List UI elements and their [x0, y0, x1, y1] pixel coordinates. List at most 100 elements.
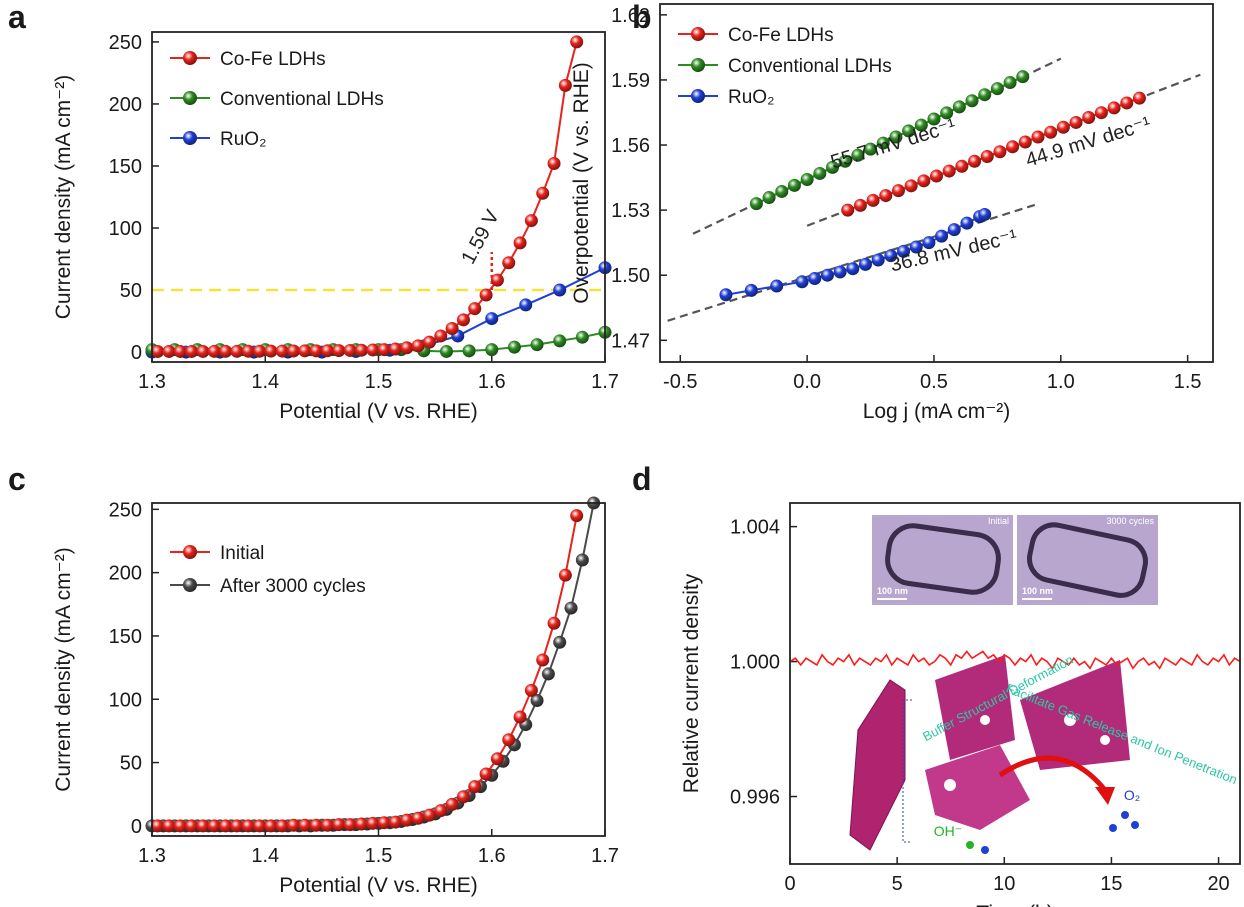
- panel-letter: d: [632, 461, 652, 497]
- data-point: [808, 271, 822, 285]
- data-point: [719, 288, 733, 302]
- data-point: [355, 343, 369, 357]
- data-point: [1016, 70, 1030, 84]
- data-point: [309, 818, 323, 832]
- data-point: [846, 262, 860, 276]
- panel-letter: c: [8, 461, 26, 497]
- annotation: 1.59 V: [457, 206, 504, 268]
- data-point: [456, 790, 470, 804]
- x-tick-label: 1.5: [1174, 371, 1202, 393]
- data-point: [825, 160, 839, 174]
- data-point: [564, 601, 578, 615]
- arrow-head: [1095, 787, 1115, 805]
- data-point: [820, 268, 834, 282]
- data-point: [151, 819, 165, 833]
- data-point: [813, 166, 827, 180]
- data-point: [942, 164, 956, 178]
- x-axis-label: Log j (mA cm⁻²): [863, 400, 1011, 423]
- y-axis-label: Current density (mA cm⁻²): [52, 547, 75, 791]
- x-tick-label: 1.4: [251, 845, 279, 867]
- data-point: [1056, 120, 1070, 134]
- annotation: 55.7 mV dec⁻¹: [828, 115, 959, 174]
- data-point: [400, 341, 414, 355]
- data-point: [904, 179, 918, 193]
- molecule: [1121, 811, 1129, 819]
- data-point: [1018, 135, 1032, 149]
- data-point: [1120, 96, 1134, 110]
- data-point: [575, 553, 589, 567]
- y-tick-label: 1.50: [611, 265, 650, 287]
- data-point: [241, 819, 255, 833]
- data-point: [185, 819, 199, 833]
- y-tick-label: 1.000: [730, 652, 780, 674]
- data-point: [196, 344, 210, 358]
- data-point: [445, 322, 459, 336]
- data-point: [253, 819, 267, 833]
- data-point: [343, 343, 357, 357]
- data-point: [1031, 130, 1045, 144]
- data-point: [917, 174, 931, 188]
- data-point: [321, 344, 335, 358]
- y-tick-label: 150: [109, 156, 142, 178]
- data-point: [462, 344, 476, 358]
- y-tick-label: 1.62: [611, 5, 650, 27]
- data-point: [366, 343, 380, 357]
- data-point: [332, 818, 346, 832]
- data-point: [388, 342, 402, 356]
- data-point: [1132, 91, 1146, 105]
- legend-label: RuO₂: [728, 87, 774, 108]
- chart-panel: b -0.5 0.0 0.5 1.0 1.5 1.47 1.50 1.53 1.56 1.59 1.6…: [570, 0, 1214, 423]
- data-point: [241, 344, 255, 358]
- scale-bar-label: 100 nm: [877, 586, 908, 596]
- legend-marker: [691, 58, 705, 72]
- x-tick-label: 1.6: [478, 845, 506, 867]
- y-tick-label: 50: [120, 753, 142, 775]
- data-point: [377, 343, 391, 357]
- x-tick-label: 1.0: [1047, 371, 1075, 393]
- legend-marker: [691, 27, 705, 41]
- y-tick-label: 1.59: [611, 70, 650, 92]
- data-point: [853, 198, 867, 212]
- data-point: [411, 339, 425, 353]
- y-axis-label: Relative current density: [680, 573, 703, 793]
- data-point: [795, 275, 809, 289]
- data-point: [935, 229, 949, 243]
- x-tick-label: 20: [1207, 873, 1229, 895]
- data-point: [485, 312, 499, 326]
- data-point: [775, 184, 789, 198]
- legend-marker: [183, 578, 197, 592]
- data-point: [287, 818, 301, 832]
- data-point: [838, 154, 852, 168]
- data-point: [439, 344, 453, 358]
- data-point: [513, 236, 527, 250]
- data-point: [162, 344, 176, 358]
- data-point: [876, 136, 890, 150]
- legend-label: Co-Fe LDHs: [728, 25, 834, 46]
- inset-label: 3000 cycles: [1106, 516, 1154, 526]
- data-point: [264, 344, 278, 358]
- data-point: [264, 819, 278, 833]
- annotation: O₂: [1124, 787, 1140, 803]
- x-tick-label: 0.0: [793, 371, 821, 393]
- data-point: [914, 118, 928, 132]
- x-tick-label: 1.5: [365, 845, 393, 867]
- data-point: [524, 214, 538, 228]
- data-point: [151, 344, 165, 358]
- x-axis-label: Potential (V vs. RHE): [279, 400, 477, 423]
- data-point: [866, 193, 880, 207]
- y-tick-label: 250: [109, 499, 142, 521]
- y-tick-label: 250: [109, 32, 142, 54]
- data-point: [553, 334, 567, 348]
- data-point: [909, 240, 923, 254]
- data-point: [879, 189, 893, 203]
- y-tick-label: 0: [131, 816, 142, 838]
- data-point: [502, 256, 516, 270]
- data-point: [230, 819, 244, 833]
- data-point: [960, 216, 974, 230]
- data-point: [570, 509, 584, 523]
- x-axis-label: Potential (V vs. RHE): [279, 874, 477, 897]
- x-tick-label: 1.6: [478, 371, 506, 393]
- data-point: [990, 82, 1004, 96]
- data-point: [524, 683, 538, 697]
- data-point: [553, 283, 567, 297]
